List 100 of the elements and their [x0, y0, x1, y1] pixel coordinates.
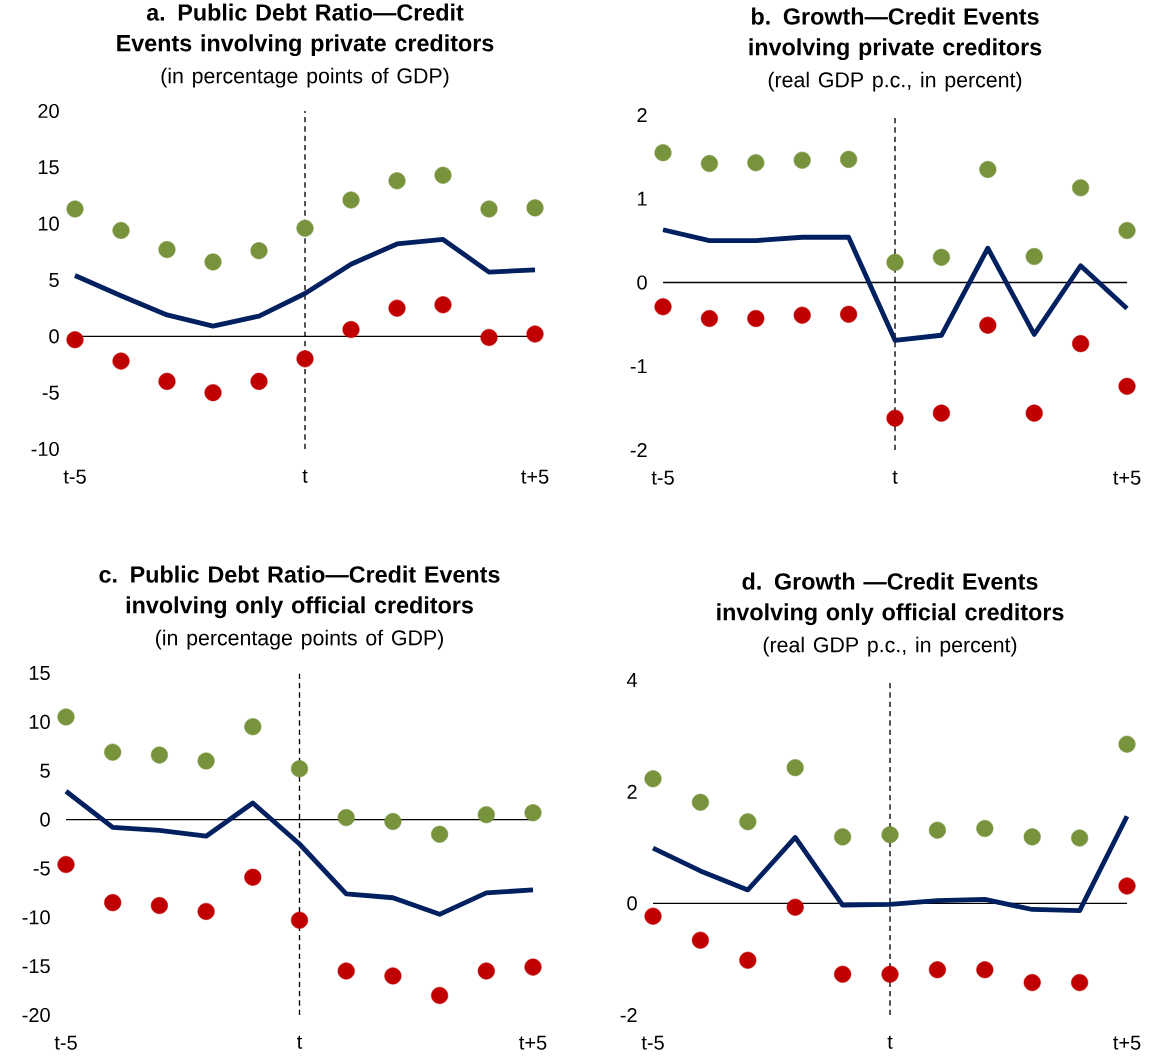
point: [1118, 377, 1136, 395]
point: [886, 409, 904, 427]
point: [112, 352, 130, 370]
point: [739, 951, 757, 969]
point: [1072, 179, 1090, 197]
point: [840, 305, 858, 323]
point: [932, 248, 950, 266]
y-tick-label: 15: [29, 666, 50, 680]
x-tick-label: t+5: [521, 469, 549, 484]
point: [932, 404, 950, 422]
point: [388, 299, 406, 317]
point: [1118, 222, 1136, 240]
point: [477, 806, 495, 824]
point: [384, 967, 402, 985]
y-tick-label: 0: [637, 275, 647, 290]
point: [928, 961, 946, 979]
point: [204, 384, 222, 402]
y-tick-label: 0: [627, 896, 637, 911]
y-tick-label: 0: [40, 812, 50, 827]
y-tick-label: 5: [49, 273, 59, 287]
point: [1023, 828, 1041, 846]
point: [388, 172, 406, 190]
line-series: [72, 237, 538, 329]
x-tick-label: t: [302, 469, 308, 483]
point: [150, 746, 168, 764]
point: [480, 200, 498, 218]
point: [928, 821, 946, 839]
y-tick-label: -20: [22, 1007, 50, 1023]
point: [104, 894, 122, 912]
point: [197, 752, 215, 770]
y-tick-label: -5: [42, 385, 59, 400]
point: [1118, 735, 1136, 753]
point: [342, 191, 360, 209]
point: [526, 325, 544, 343]
point: [197, 902, 215, 920]
point: [244, 868, 262, 886]
point: [654, 298, 672, 316]
point: [434, 166, 452, 184]
point: [1071, 974, 1089, 992]
point: [834, 965, 852, 983]
y-tick-label: -2: [630, 443, 647, 457]
point: [384, 812, 402, 831]
point: [66, 331, 84, 349]
point: [290, 760, 309, 778]
y-tick-label: 1: [638, 191, 647, 206]
point: [431, 986, 449, 1004]
point: [786, 898, 804, 916]
y-tick-label: -15: [22, 959, 50, 974]
point: [431, 825, 449, 843]
point: [112, 221, 130, 239]
point: [691, 931, 709, 949]
point: [204, 253, 222, 271]
point: [1023, 974, 1041, 992]
point: [881, 826, 899, 844]
point: [480, 328, 498, 346]
chart-subtitle: (in percentage points of GDP): [156, 629, 443, 650]
point: [840, 150, 858, 168]
point: [976, 819, 994, 838]
point: [524, 804, 542, 822]
y-tick-label: 10: [38, 216, 59, 231]
y-tick-label: -5: [33, 861, 50, 876]
point: [700, 155, 718, 173]
x-tick-label: t-5: [641, 1035, 664, 1050]
point: [250, 242, 268, 260]
chart-subtitle: (real GDP p.c., in percent): [763, 636, 1017, 657]
point: [57, 855, 75, 874]
point: [654, 144, 672, 162]
y-tick-label: 2: [637, 108, 647, 122]
y-tick-label: 15: [38, 160, 59, 175]
point: [1071, 829, 1089, 847]
point: [158, 241, 176, 259]
x-tick-label: t+5: [519, 1035, 547, 1050]
y-tick-label: -10: [22, 910, 50, 925]
line-series: [650, 813, 1130, 913]
point: [834, 828, 852, 846]
point: [477, 962, 495, 980]
x-tick-label: t: [887, 1035, 893, 1049]
y-tick-label: -10: [31, 441, 59, 457]
point: [747, 309, 765, 328]
chart-title: a. Public Debt Ratio—Credit Events involving private creditors: [117, 3, 494, 57]
point: [337, 962, 355, 980]
point: [66, 200, 84, 218]
point: [644, 907, 662, 925]
point: [886, 253, 904, 271]
y-tick-label: 4: [626, 673, 638, 687]
point: [793, 151, 811, 169]
point: [1118, 877, 1136, 895]
x-tick-label: t-5: [54, 1035, 77, 1050]
y-tick-label: 10: [29, 714, 50, 729]
x-tick-label: t-5: [63, 469, 86, 484]
point: [290, 911, 309, 929]
point: [337, 809, 355, 827]
point: [158, 372, 176, 390]
x-tick-label: t-5: [651, 470, 674, 485]
point: [1025, 247, 1043, 266]
point: [244, 718, 262, 736]
point: [1025, 404, 1043, 422]
point: [691, 793, 709, 811]
y-tick-label: 0: [49, 329, 59, 344]
point: [786, 759, 804, 777]
